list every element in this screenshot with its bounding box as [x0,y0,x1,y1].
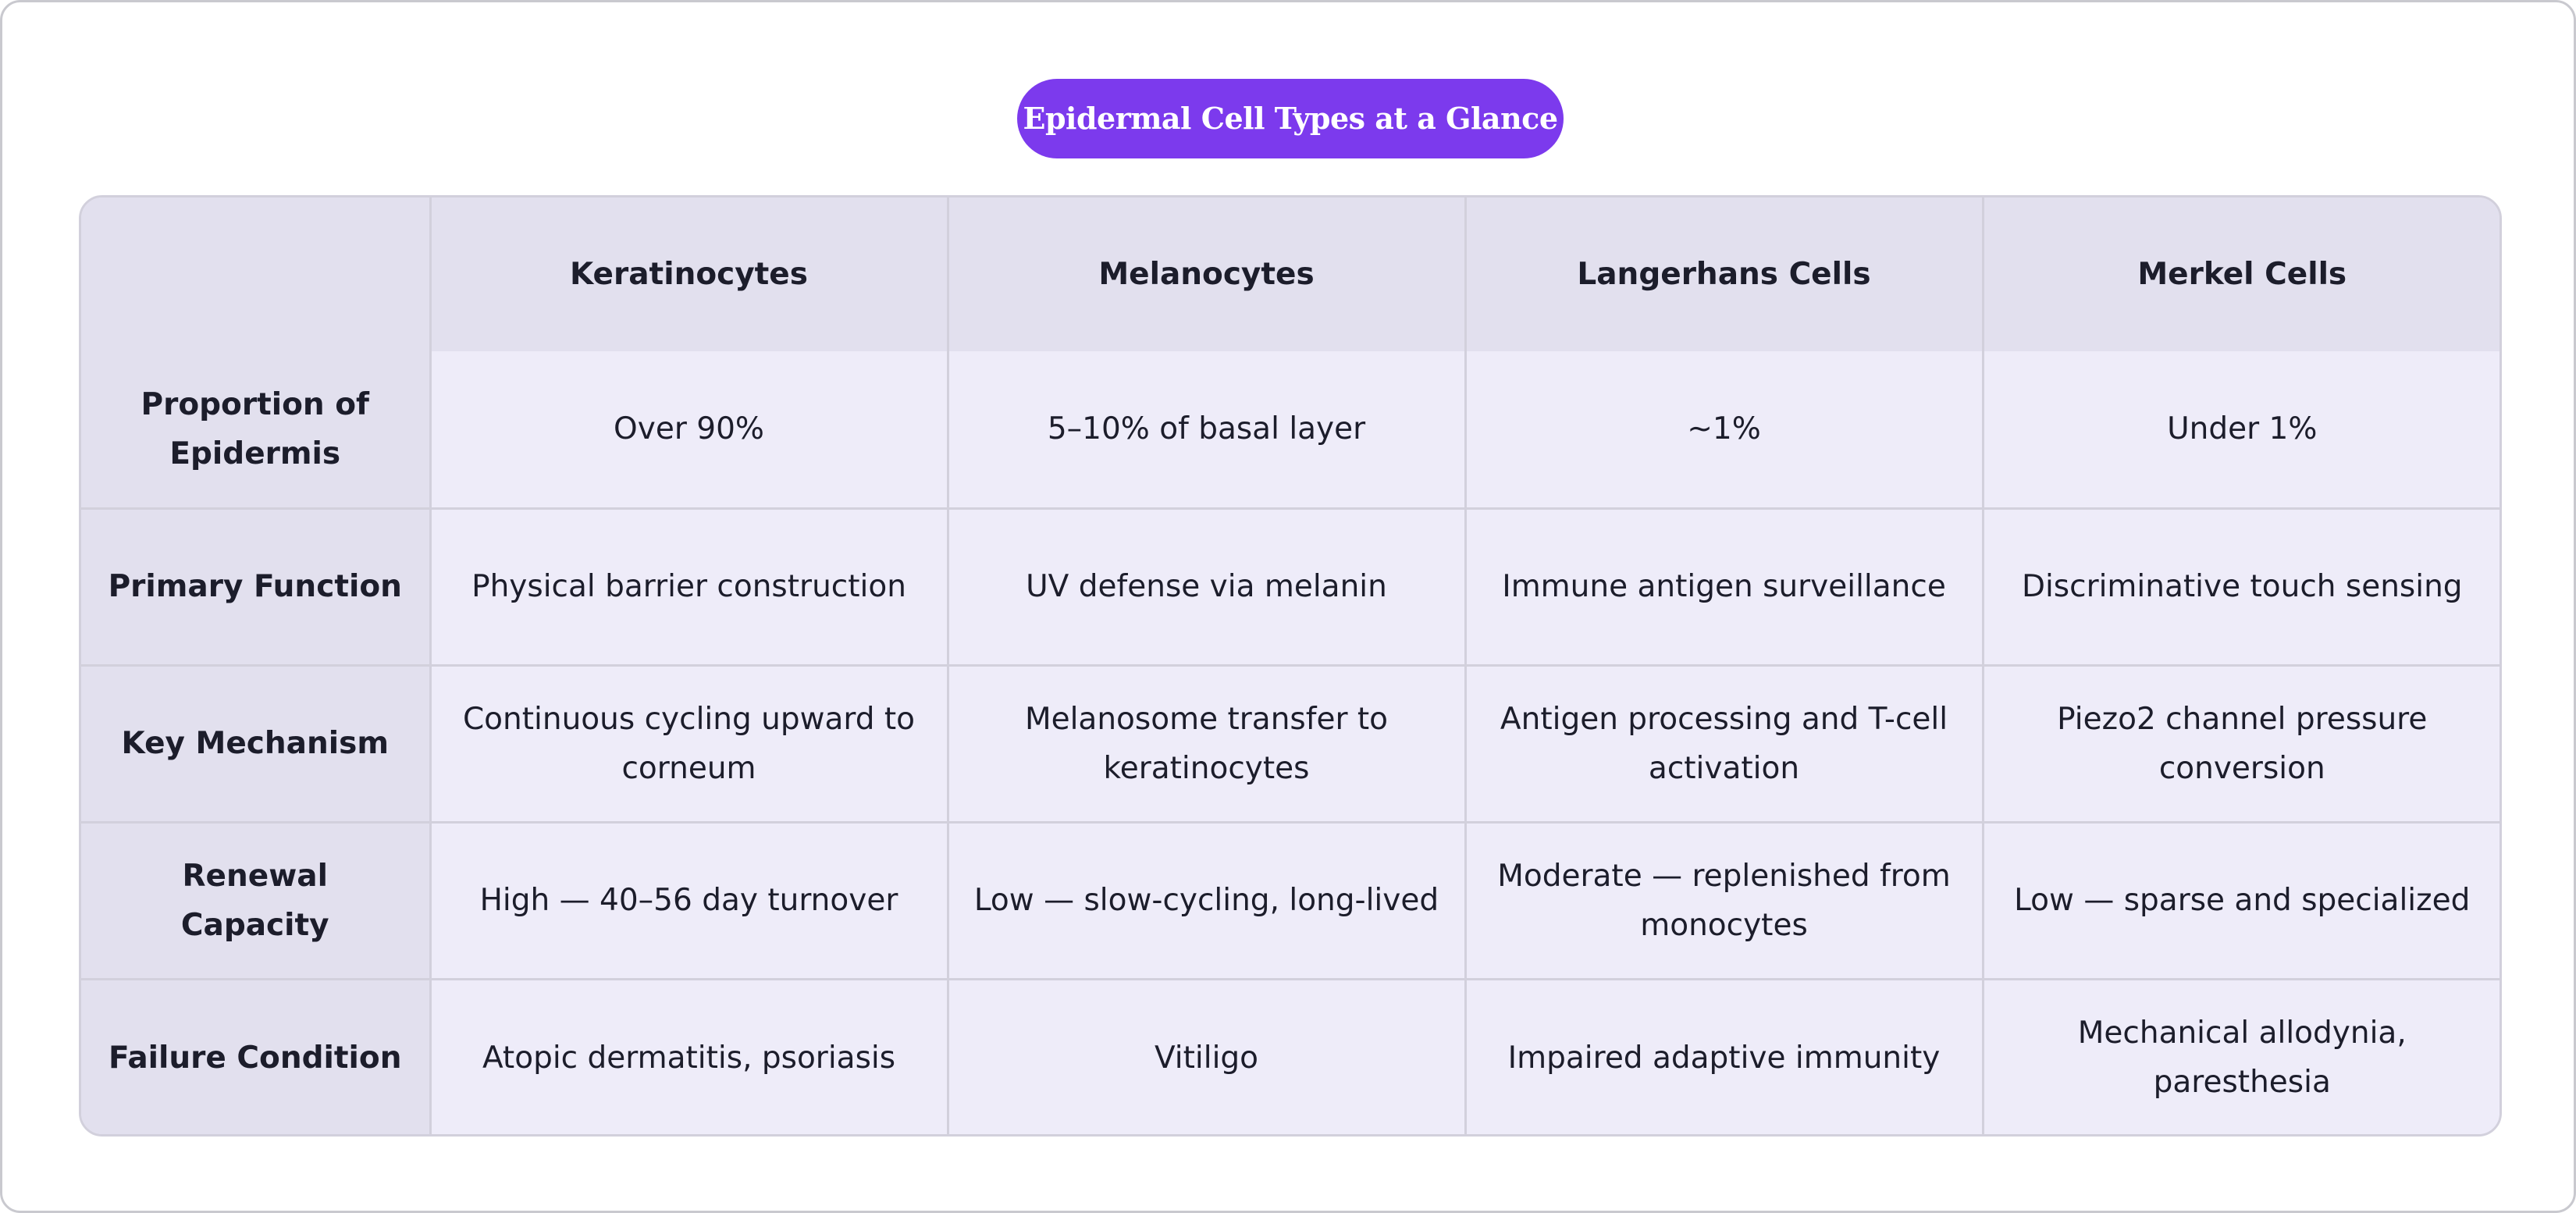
table-cell: 5–10% of basal layer [946,351,1467,510]
table-cell: Physical barrier construction [429,507,949,667]
table-cell: Immune antigen surveillance [1464,507,1984,667]
column-header-keratinocytes: Keratinocytes [429,197,949,351]
table-cell: Melanosome transfer to keratinocytes [946,663,1467,823]
table-cell: Impaired adaptive immunity [1464,977,1984,1134]
table-cell: Moderate — replenished from monocytes [1464,820,1984,980]
table-cell: High — 40–56 day turnover [429,820,949,980]
table-cell: Mechanical allodynia, paresthesia [1981,977,2500,1134]
title-badge: Epidermal Cell Types at a Glance [1017,79,1564,158]
table-row: Primary Function Physical barrier constr… [81,507,2500,667]
row-label-failure-condition: Failure Condition [81,977,432,1134]
table-row: Key Mechanism Continuous cycling upward … [81,663,2500,823]
row-label-key-mechanism: Key Mechanism [81,663,432,823]
table-cell: Low — slow-cycling, long-lived [946,820,1467,980]
table-row: Failure Condition Atopic dermatitis, pso… [81,977,2500,1134]
table-cell: Low — sparse and specialized [1981,820,2500,980]
row-label-renewal-capacity: Renewal Capacity [81,820,432,980]
table-row: Renewal Capacity High — 40–56 day turnov… [81,820,2500,980]
table-cell: Antigen processing and T-cell activation [1464,663,1984,823]
column-header-melanocytes: Melanocytes [946,197,1467,351]
table-cell: Piezo2 channel pressure conversion [1981,663,2500,823]
row-label-primary-function: Primary Function [81,507,432,667]
table-cell: Atopic dermatitis, psoriasis [429,977,949,1134]
row-label-proportion: Proportion of Epidermis [81,351,432,510]
table-cell: Discriminative touch sensing [1981,507,2500,667]
table-row: Proportion of Epidermis Over 90% 5–10% o… [81,351,2500,510]
table-cell: Vitiligo [946,977,1467,1134]
table-cell: UV defense via melanin [946,507,1467,667]
column-header-merkel-cells: Merkel Cells [1981,197,2500,351]
table-cell: Under 1% [1981,351,2500,510]
column-header-langerhans-cells: Langerhans Cells [1464,197,1984,351]
table-cell: Continuous cycling upward to corneum [429,663,949,823]
table-cell: ~1% [1464,351,1984,510]
cell-types-table: Keratinocytes Melanocytes Langerhans Cel… [81,197,2500,1134]
comparison-table: Keratinocytes Melanocytes Langerhans Cel… [79,195,2502,1137]
table-cell: Over 90% [429,351,949,510]
corner-cell [81,197,432,351]
header-row: Keratinocytes Melanocytes Langerhans Cel… [81,197,2500,351]
